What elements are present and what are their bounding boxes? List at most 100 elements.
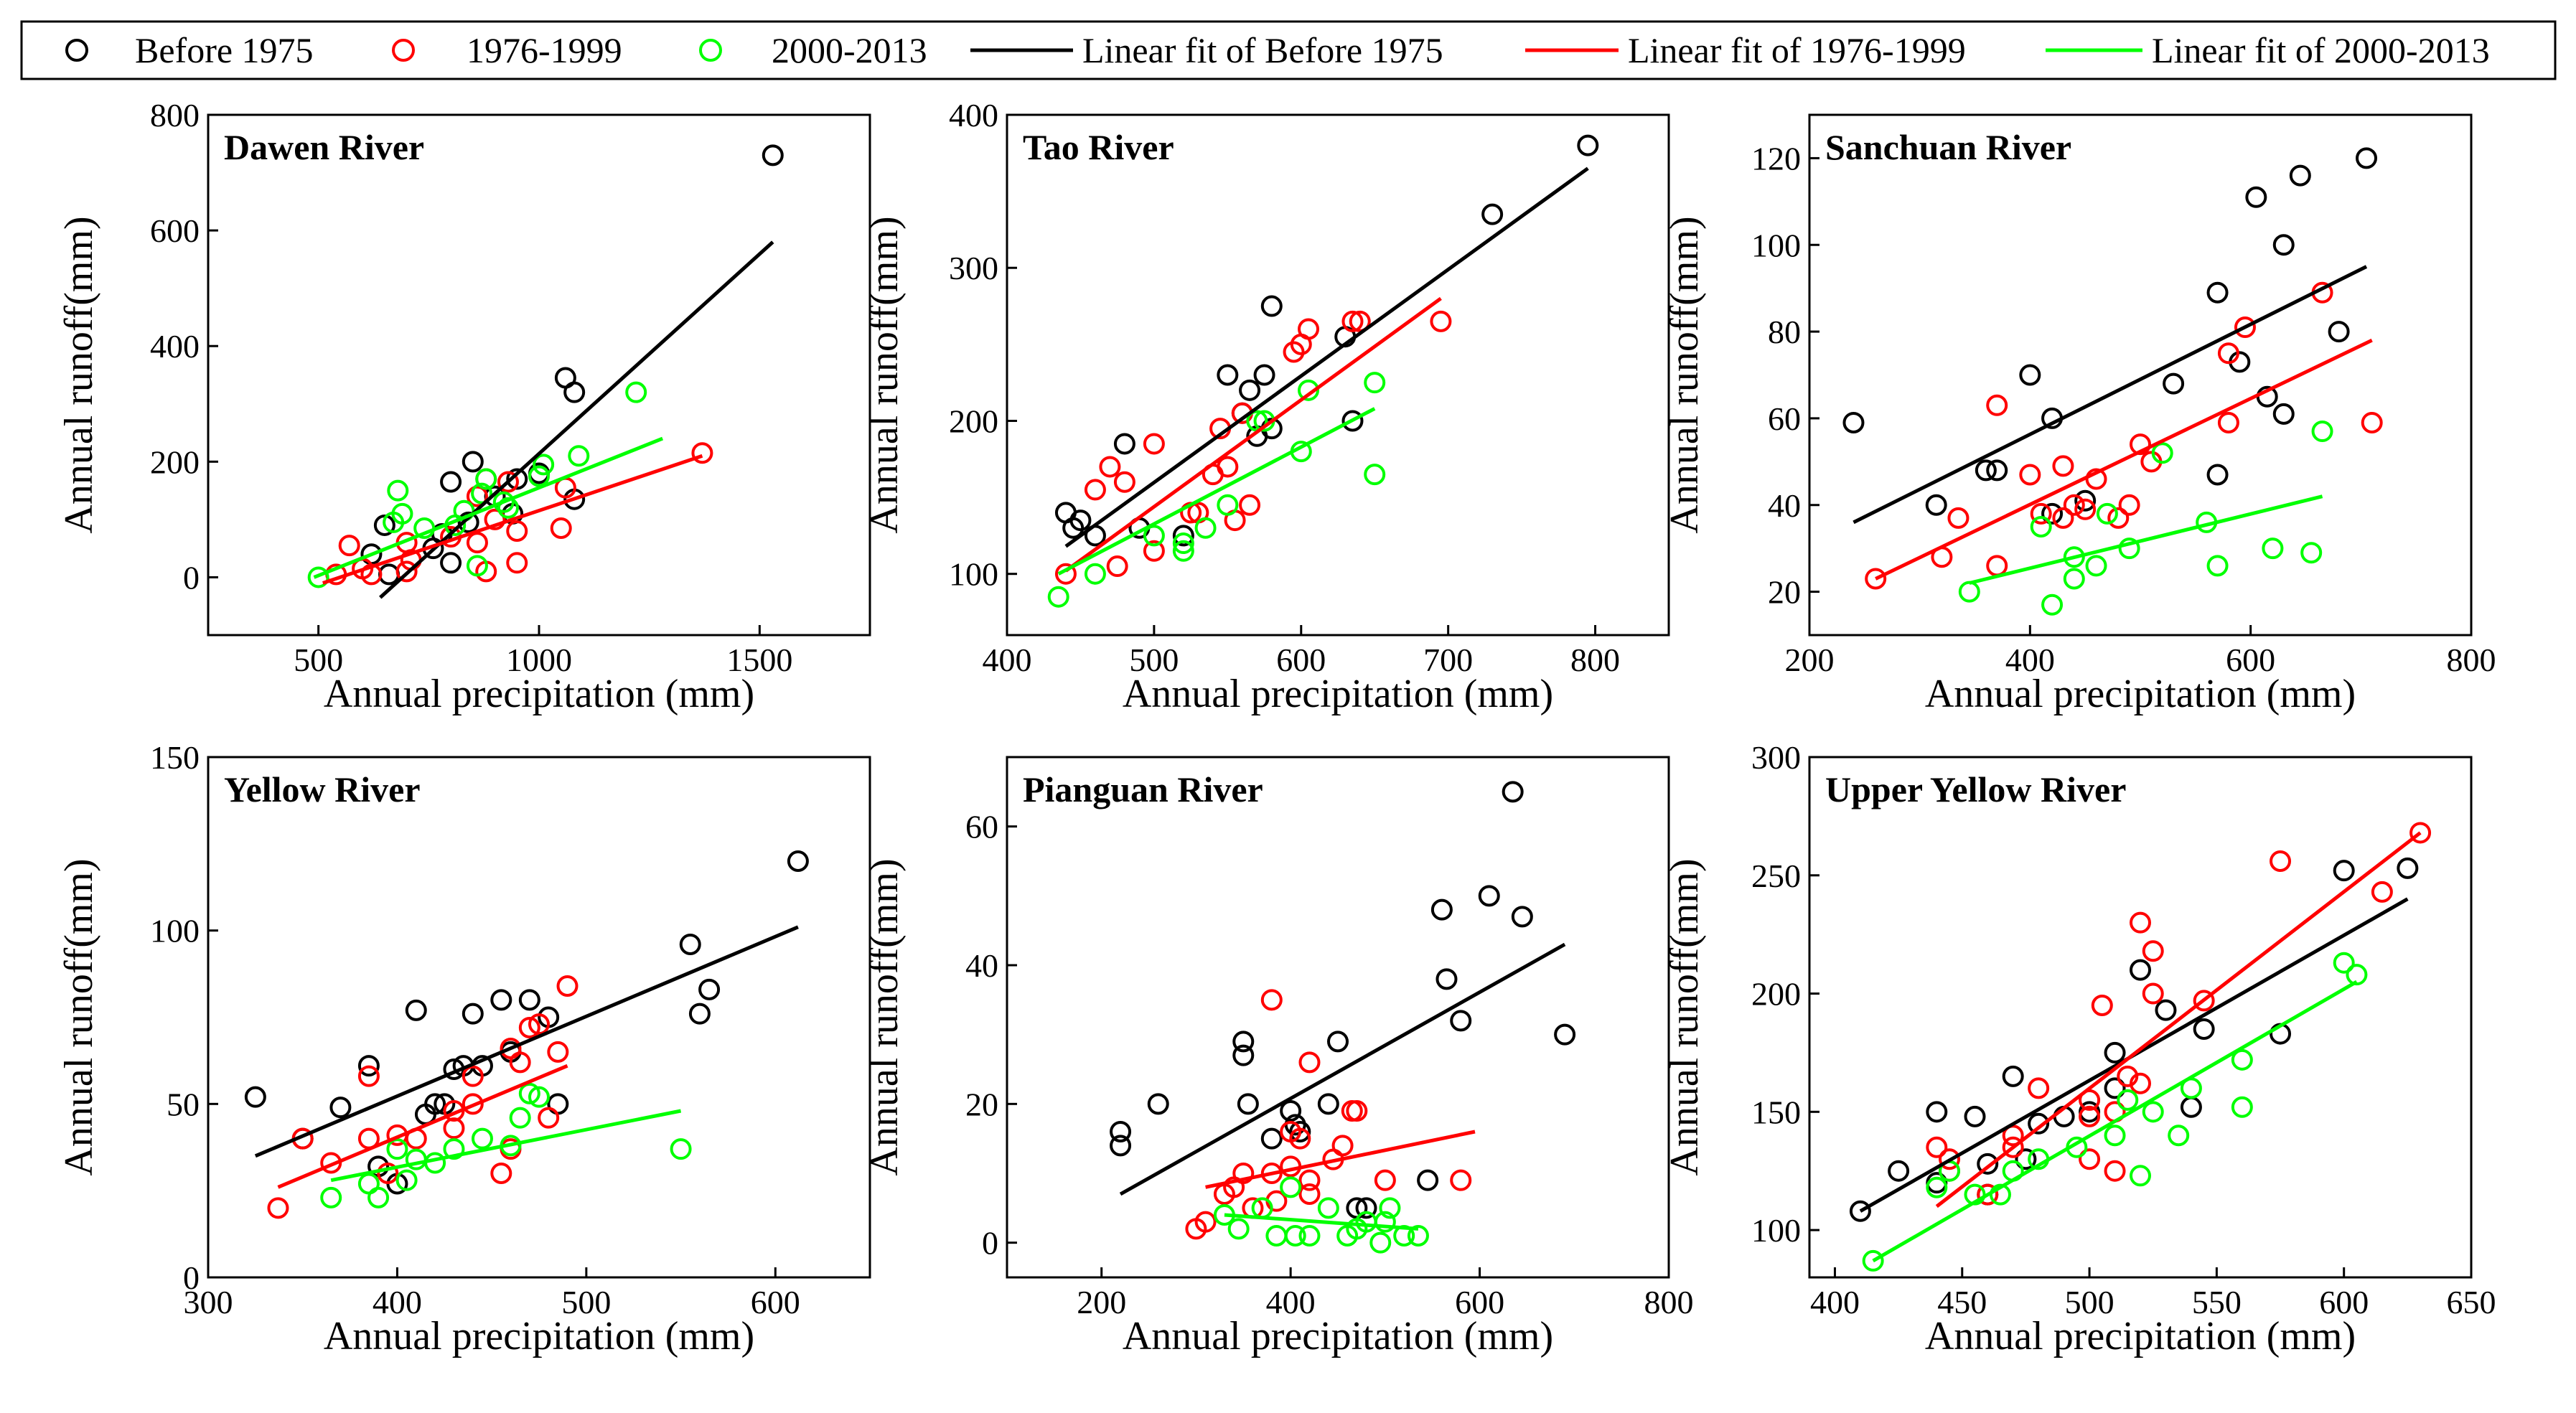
data-point — [2030, 515, 2052, 537]
data-point — [1265, 1225, 1288, 1247]
data-point — [1430, 310, 1452, 332]
data-point — [2118, 494, 2140, 516]
data-point — [1849, 1200, 1871, 1222]
data-point — [2063, 568, 2085, 590]
y-tick-label: 300 — [1751, 739, 1801, 776]
data-point — [2118, 537, 2140, 560]
data-point — [1280, 1121, 1302, 1142]
panel-tao-river: 400 500 600 700 800 100 200 300 400 Tao River Annu… — [862, 97, 1670, 716]
y-tick-label: 100 — [150, 913, 200, 949]
series-before-1975 — [1110, 781, 1576, 1219]
y-tick-label: 20 — [965, 1086, 998, 1122]
fit-line-2000-2013 — [1224, 1213, 1419, 1231]
data-point — [2104, 1041, 2126, 1064]
data-point — [1450, 1010, 1472, 1032]
data-point — [691, 442, 713, 464]
data-point — [506, 468, 528, 490]
x-tick-label: 500 — [294, 642, 343, 678]
data-point — [2217, 342, 2239, 365]
plot-frame — [1808, 113, 2473, 637]
data-point — [466, 485, 488, 507]
x-axis-title: Annual precipitation (mm) — [324, 672, 754, 716]
y-tick-label: 80 — [1768, 314, 1801, 350]
x-tick-label: 800 — [1570, 642, 1620, 678]
x-tick-label: 450 — [1937, 1284, 1987, 1320]
data-point — [1232, 1031, 1255, 1053]
data-point — [1407, 1225, 1429, 1247]
x-axis-title: Annual precipitation (mm) — [324, 1314, 754, 1358]
data-point — [2270, 850, 2292, 872]
data-point — [373, 514, 395, 536]
panel-sanchuan-river: 200 400 600 800 20 40 60 80 100 120 Sanchuan River… — [1662, 113, 2496, 716]
y-tick-label: 200 — [1751, 976, 1801, 1013]
fit-line-2000-2013 — [313, 436, 664, 579]
data-point — [2328, 321, 2350, 343]
y-tick-label: 100 — [1751, 227, 1801, 263]
data-point — [2030, 502, 2052, 525]
data-point — [1925, 494, 1947, 516]
data-point — [1232, 1163, 1255, 1184]
data-point — [1298, 1051, 1321, 1074]
data-point — [1194, 517, 1217, 539]
data-point — [1417, 1169, 1439, 1191]
y-tick-label: 0 — [982, 1225, 998, 1262]
x-tick-label: 200 — [1785, 642, 1835, 678]
data-point — [2015, 1148, 2037, 1170]
data-point — [492, 491, 515, 513]
y-tick-label: 0 — [183, 1259, 200, 1296]
data-point — [1110, 1135, 1132, 1157]
legend-label-before-1975: Before 1975 — [135, 30, 314, 70]
data-point — [329, 1097, 352, 1119]
panel-title: Yellow River — [224, 769, 421, 809]
data-point — [1888, 1160, 1910, 1182]
x-tick-label: 600 — [2226, 642, 2275, 678]
data-point — [1113, 471, 1135, 493]
data-point — [462, 1093, 484, 1115]
data-point — [1280, 1176, 1302, 1198]
data-point — [2074, 498, 2097, 520]
x-tick-label: 600 — [2319, 1284, 2369, 1320]
x-tick-label: 600 — [1455, 1284, 1504, 1320]
plot-frame — [1808, 756, 2473, 1279]
data-point — [1975, 459, 1997, 482]
data-point — [2002, 1136, 2024, 1158]
x-axis-title: Annual precipitation (mm) — [1925, 672, 2356, 716]
data-point — [2262, 537, 2284, 560]
x-tick-label: 400 — [373, 1284, 422, 1320]
data-point — [1172, 532, 1194, 555]
plot-frame — [207, 756, 871, 1279]
data-point — [1986, 394, 2008, 416]
data-point — [568, 445, 590, 467]
x-tick-label: 400 — [983, 642, 1032, 678]
x-tick-label: 700 — [1423, 642, 1473, 678]
legend-marker-2000-2013 — [699, 39, 722, 62]
data-point — [1554, 1023, 1576, 1046]
legend-label-2000-2013: 2000-2013 — [772, 30, 927, 70]
data-point — [1290, 333, 1312, 355]
data-point — [395, 560, 418, 583]
data-point — [2217, 411, 2239, 433]
data-point — [2130, 911, 2151, 934]
y-tick-label: 0 — [183, 559, 200, 596]
x-tick-label: 600 — [1276, 642, 1326, 678]
data-point — [462, 451, 484, 473]
data-point — [518, 989, 540, 1011]
fit-line-1976-1999 — [1205, 1130, 1476, 1189]
fit-line-before-1975 — [1853, 265, 2368, 525]
x-tick-label: 800 — [1644, 1284, 1694, 1320]
data-point — [338, 535, 360, 557]
legend-label-fit-1976-1999: Linear fit of 1976-1999 — [1628, 30, 1966, 70]
data-point — [2079, 1148, 2101, 1170]
y-tick-label: 200 — [150, 443, 200, 480]
data-point — [2104, 1077, 2126, 1099]
data-point — [787, 850, 809, 872]
data-point — [2019, 464, 2041, 486]
data-point — [1172, 540, 1194, 562]
data-point — [367, 1186, 390, 1208]
series-1976-1999 — [1054, 310, 1452, 585]
x-tick-label: 400 — [2005, 642, 2055, 678]
y-tick-label: 150 — [1751, 1094, 1801, 1130]
data-point — [462, 1065, 484, 1087]
data-point — [244, 1086, 266, 1108]
y-tick-label: 100 — [949, 556, 998, 593]
